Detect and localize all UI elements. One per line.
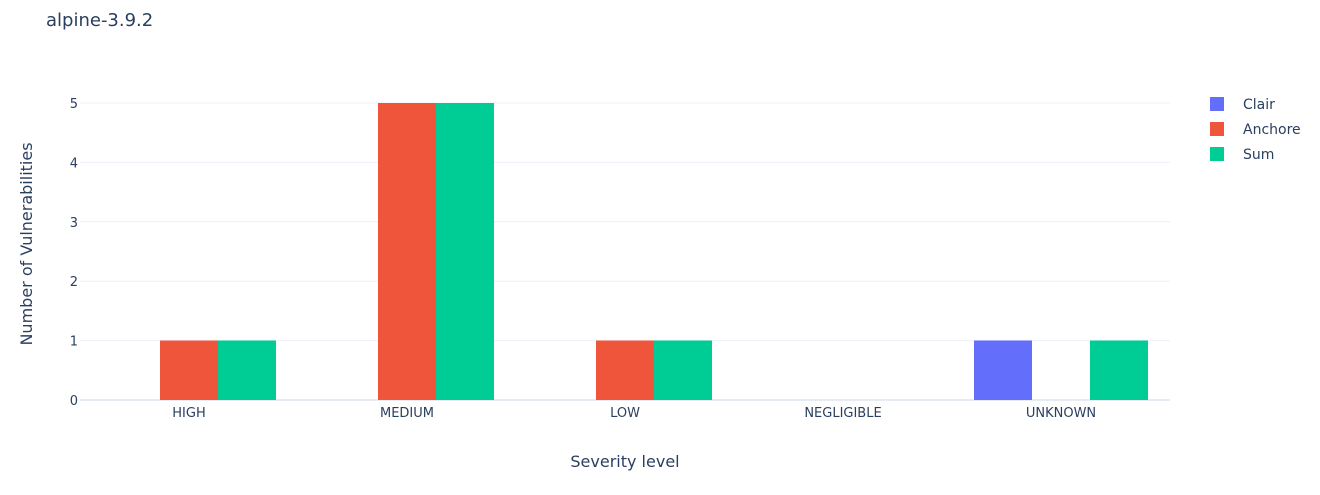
x-tick-label: HIGH bbox=[172, 406, 205, 421]
legend: Clair Anchore Sum bbox=[1210, 97, 1301, 163]
bar-clair-unknown bbox=[974, 340, 1032, 400]
x-axis-tick-labels: HIGH MEDIUM LOW NEGLIGIBLE UNKNOWN bbox=[172, 406, 1096, 421]
chart-title: alpine-3.9.2 bbox=[46, 10, 153, 31]
y-axis-title: Number of Vulnerabilities bbox=[17, 142, 36, 345]
legend-label-sum: Sum bbox=[1243, 147, 1274, 163]
y-tick-label: 3 bbox=[70, 216, 78, 231]
y-tick-label: 5 bbox=[70, 97, 78, 112]
bar-anchore-high bbox=[160, 340, 218, 400]
y-tick-label: 4 bbox=[70, 156, 78, 171]
y-tick-label: 2 bbox=[70, 275, 78, 290]
x-tick-label: MEDIUM bbox=[380, 406, 434, 421]
y-tick-label: 0 bbox=[70, 394, 78, 409]
legend-label-clair: Clair bbox=[1243, 97, 1275, 113]
legend-swatch-clair bbox=[1210, 97, 1224, 111]
bar-sum-unknown bbox=[1090, 340, 1148, 400]
bar-sum-medium bbox=[436, 103, 494, 400]
y-axis-tick-labels: 0 1 2 3 4 5 bbox=[70, 97, 78, 409]
bar-sum-low bbox=[654, 340, 712, 400]
y-tick-label: 1 bbox=[70, 335, 78, 350]
bar-anchore-medium bbox=[378, 103, 436, 400]
legend-swatch-anchore bbox=[1210, 122, 1224, 136]
x-axis-title: Severity level bbox=[570, 452, 679, 471]
bar-anchore-low bbox=[596, 340, 654, 400]
legend-label-anchore: Anchore bbox=[1243, 122, 1301, 138]
x-tick-label: NEGLIGIBLE bbox=[804, 406, 881, 421]
bar-sum-high bbox=[218, 340, 276, 400]
x-tick-label: LOW bbox=[610, 406, 640, 421]
x-tick-label: UNKNOWN bbox=[1026, 406, 1096, 421]
legend-swatch-sum bbox=[1210, 147, 1224, 161]
bars bbox=[160, 103, 1148, 400]
